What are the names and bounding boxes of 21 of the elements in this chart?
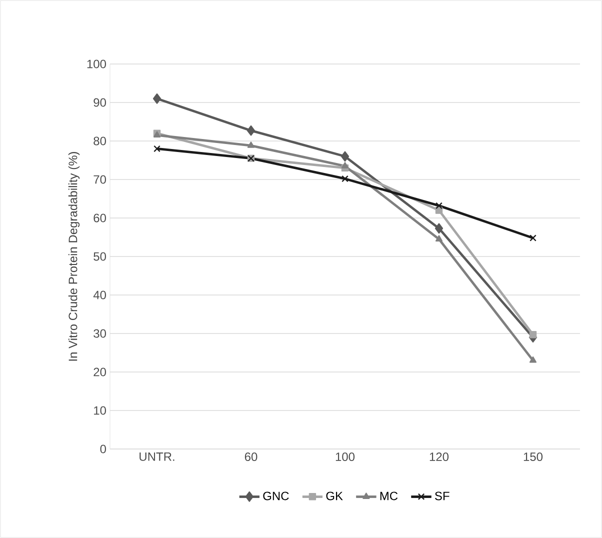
legend-label: GK bbox=[326, 492, 343, 500]
y-tick-label: 80 bbox=[94, 136, 106, 146]
y-tick-label: 50 bbox=[94, 252, 106, 261]
legend-label: MC bbox=[380, 492, 398, 500]
x-tick-label: 150 bbox=[524, 452, 543, 462]
legend-label: GNC bbox=[263, 492, 289, 500]
y-tick-label: 0 bbox=[100, 444, 106, 454]
legend-label: SF bbox=[435, 492, 450, 500]
y-tick-label: 40 bbox=[93, 290, 106, 300]
y-tick-label: 100 bbox=[87, 60, 106, 68]
y-tick-label: 90 bbox=[94, 98, 106, 107]
y-tick-label: 60 bbox=[94, 214, 106, 222]
x-tick-label: 60 bbox=[244, 452, 258, 462]
y-tick-label: 10 bbox=[94, 406, 106, 415]
y-tick-label: 30 bbox=[94, 329, 106, 338]
x-tick-label: UNTR. bbox=[140, 452, 174, 461]
y-axis-title: In Vitro Crude Protein Degradability (%) bbox=[68, 152, 80, 361]
y-tick-label: 70 bbox=[94, 175, 106, 184]
x-tick-label: 120 bbox=[430, 452, 449, 462]
y-tick-label: 20 bbox=[94, 368, 106, 376]
x-tick-label: 100 bbox=[336, 452, 355, 462]
